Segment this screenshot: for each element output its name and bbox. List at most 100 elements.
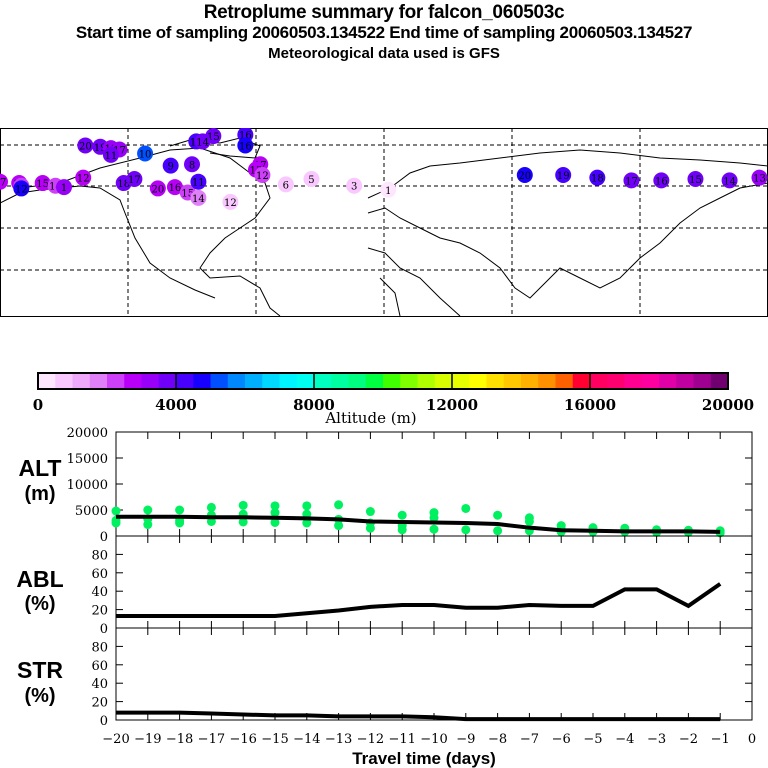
altitude-point [143,520,153,530]
chart-title: Retroplume summary for falcon_060503c [203,2,565,23]
alt-unit: (m) [24,483,55,505]
str-label: STR [17,657,63,683]
y-tick-label: 0 [100,714,108,729]
y-tick-label: 0 [100,622,108,637]
colorbar-swatch [572,373,591,389]
altitude-point [397,525,407,535]
plume-point-label: 14 [196,137,209,148]
x-tick-label: −2 [679,732,698,747]
plume-point-label: 17 [625,176,638,187]
colorbar-swatch [624,373,643,389]
colorbar-swatch [693,373,712,389]
altitude-colorbar: 0 4000 8000 12000 16000 20000 Altitude (m) [33,372,754,427]
colorbar-swatch [400,373,418,389]
plume-point: 17 [623,172,640,189]
colorbar-swatch [469,373,487,389]
plume-point: 1 [56,179,72,196]
plume-point-label: 6 [283,180,289,191]
altitude-point [238,517,248,527]
plume-point: 14 [721,172,738,189]
plume-point-label: 20 [518,171,531,182]
altitude-point [302,501,312,511]
plume-point: 12 [75,169,92,186]
colorbar-swatch [245,373,263,389]
plume-point-label: 15 [207,132,220,143]
altitude-point [302,518,312,528]
colorbar-swatch [641,373,660,389]
plume-point-label: 17 [113,145,126,156]
plume-point-label: 1 [61,183,67,194]
x-tick-label: −9 [456,732,475,747]
plume-point: 20 [149,180,166,197]
x-tick-label: −12 [357,732,384,747]
colorbar-swatch [89,373,108,389]
colorbar-swatch [503,373,522,389]
plume-point: 6 [277,176,294,193]
y-tick-label: 60 [91,659,108,674]
sampling-times: Start time of sampling 20060503.134522 E… [75,23,693,42]
plume-point: 9 [162,157,179,174]
colorbar-swatch [710,373,729,389]
plume-point-label: 16 [239,131,252,142]
colorbar-swatch [193,373,211,389]
plume-point-label: 19 [557,171,570,182]
plume-point: 12 [13,180,30,197]
altitude-point [524,516,534,526]
plume-point: 12 [222,193,239,210]
altitude-point [270,501,280,511]
series-line [116,710,721,722]
colorbar-swatch [72,373,91,389]
colorbar-swatch [296,373,315,389]
y-tick-label: 15000 [67,452,108,467]
plume-point-label: 18 [591,174,604,185]
plume-point: 16 [653,172,670,189]
colorbar-swatch [676,373,694,389]
plume-point-label: 12 [256,171,269,182]
plume-point: 12 [254,167,271,183]
plume-point-label: 8 [189,160,195,171]
altitude-point [111,518,121,528]
altitude-point [334,521,344,531]
plume-point: 1 [380,181,397,198]
colorbar-swatch [124,373,142,389]
colorbar-swatch [434,373,453,389]
plume-point-label: 17 [0,178,6,189]
plume-point-label: 18 [117,179,130,190]
colorbar-tick-label: 12000 [426,396,478,414]
plume-point: 14 [194,133,211,150]
plume-point-label: 3 [351,182,357,193]
plume-point: 18 [589,169,606,186]
colorbar-swatch [383,373,401,389]
colorbar-tick-label: 4000 [155,396,197,414]
plume-point: 11 [102,146,119,163]
colorbar-swatch [590,373,608,389]
colorbar-swatch [348,373,367,389]
x-tick-label: −10 [420,732,447,747]
y-tick-label: 20 [91,696,108,711]
alt-label: ALT [18,455,61,481]
colorbar-swatch [227,373,246,389]
plume-point: 20 [516,167,533,183]
x-tick-label: −4 [615,732,634,747]
colorbar-label: Altitude (m) [324,409,416,427]
altitude-point [175,518,185,528]
plume-point-label: 1 [385,186,391,197]
panel-abl: 0 20 40 60 80 [91,535,753,637]
altitude-point [206,502,216,512]
plume-point-label: 14 [723,176,736,187]
series-line [116,582,722,619]
y-tick-label: 0 [100,530,108,545]
str-unit: (%) [24,685,55,707]
plume-point: 11 [190,173,207,190]
plume-point: 15 [687,171,704,188]
abl-label: ABL [16,566,63,592]
plume-point-label: 5 [308,175,314,186]
plume-point-label: 20 [79,141,92,152]
plume-point-label: 11 [105,151,118,162]
plume-point-label: 16 [655,176,668,187]
plume-point-label: 16 [239,141,252,152]
altitude-point [365,523,375,533]
y-tick-label: 60 [91,567,108,582]
y-tick-label: 5000 [75,504,108,519]
colorbar-swatch [38,373,56,389]
